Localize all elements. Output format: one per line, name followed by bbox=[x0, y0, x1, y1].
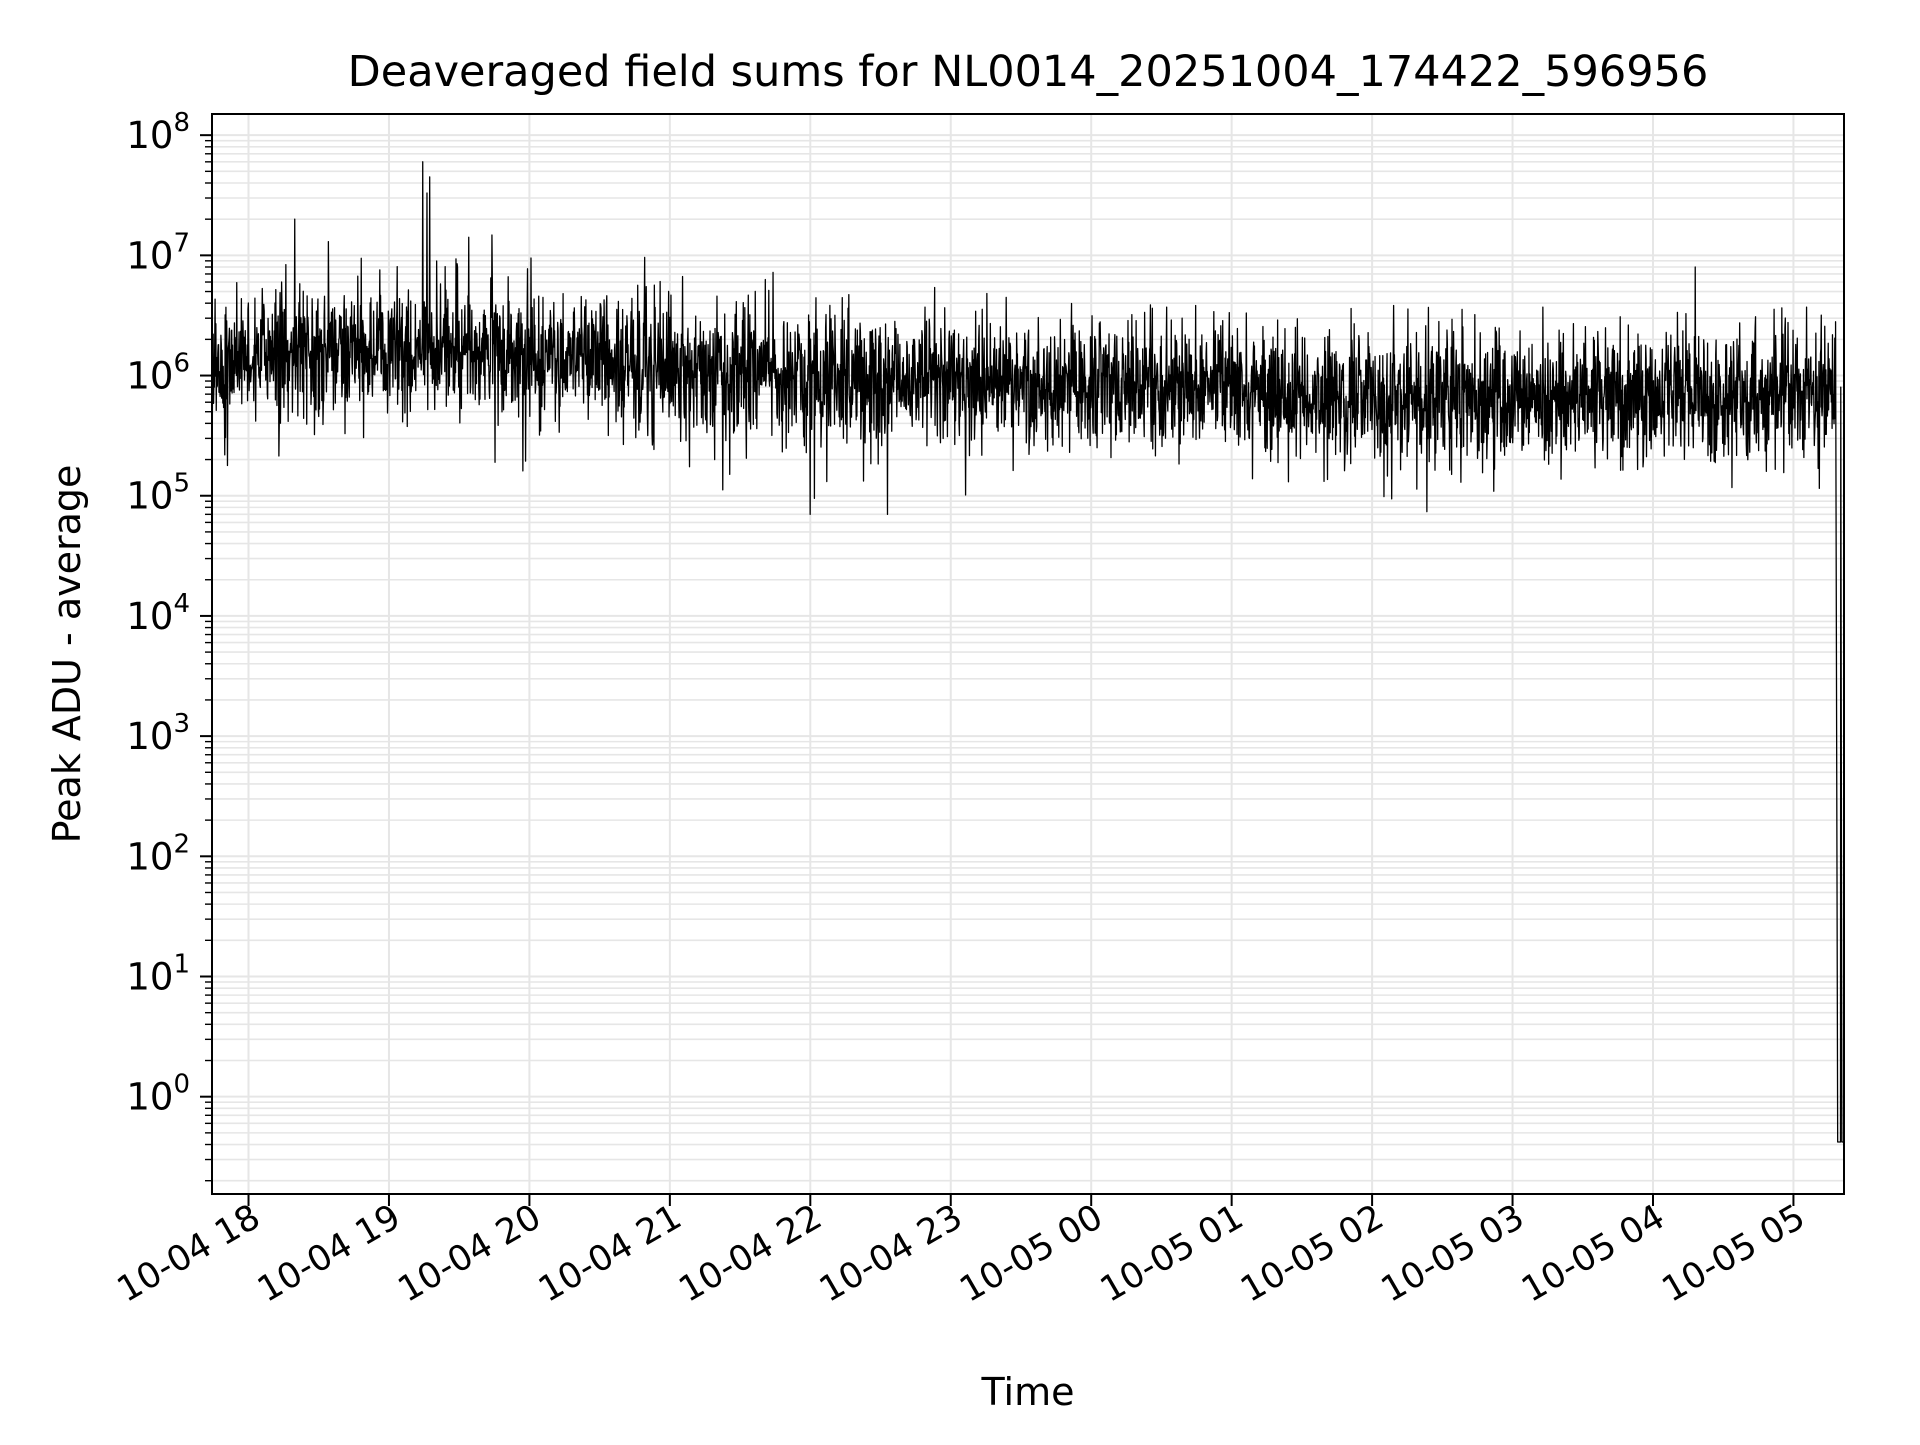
x-tick-label: 10-04 18 bbox=[111, 1197, 267, 1310]
y-tick-label-exponent: 6 bbox=[173, 349, 190, 379]
minor-gridlines bbox=[212, 139, 1844, 1182]
y-tick-label-exponent: 7 bbox=[173, 228, 190, 258]
y-tick-label-base: 10 bbox=[126, 114, 173, 157]
y-tick-label-exponent: 1 bbox=[173, 949, 190, 979]
x-tick-label: 10-05 00 bbox=[953, 1197, 1109, 1310]
x-tick-label: 10-04 23 bbox=[813, 1197, 969, 1310]
y-tick-label: 100 bbox=[126, 1070, 190, 1119]
y-tick-label-base: 10 bbox=[126, 355, 173, 398]
x-tick-label: 10-05 02 bbox=[1234, 1197, 1390, 1310]
plot-lines bbox=[211, 161, 1844, 1143]
y-tick-label-exponent: 4 bbox=[173, 589, 190, 619]
y-tick-label: 106 bbox=[126, 349, 190, 398]
y-tick-label-base: 10 bbox=[126, 715, 173, 758]
y-tick-label: 105 bbox=[126, 469, 190, 518]
y-tick-label-exponent: 5 bbox=[173, 469, 190, 499]
x-tick-label: 10-05 04 bbox=[1515, 1197, 1671, 1310]
x-tick-label: 10-04 21 bbox=[532, 1197, 688, 1310]
y-tick-label-base: 10 bbox=[126, 595, 173, 638]
plot-frame bbox=[211, 113, 1845, 1195]
x-tick-label: 10-04 20 bbox=[392, 1197, 548, 1310]
y-tick-label-base: 10 bbox=[126, 475, 173, 518]
x-tick-label: 10-04 19 bbox=[251, 1197, 407, 1310]
y-tick-label-exponent: 8 bbox=[173, 108, 190, 138]
y-tick-label: 101 bbox=[126, 949, 190, 998]
y-tick-label-exponent: 2 bbox=[173, 829, 190, 859]
x-tick-label: 10-04 22 bbox=[673, 1197, 829, 1310]
x-tick-label: 10-05 03 bbox=[1375, 1197, 1531, 1310]
y-tick-label: 102 bbox=[126, 829, 190, 878]
chart-title: Deaveraged field sums for NL0014_2025100… bbox=[348, 47, 1709, 97]
y-axis-label: Peak ADU - average bbox=[45, 465, 89, 844]
x-tick-label: 10-05 01 bbox=[1094, 1197, 1250, 1310]
y-tick-label-base: 10 bbox=[126, 234, 173, 277]
series-line-0 bbox=[211, 161, 1844, 1143]
y-tick-label-base: 10 bbox=[126, 835, 173, 878]
y-tick-label: 108 bbox=[126, 108, 190, 157]
y-tick-label: 103 bbox=[126, 709, 190, 758]
x-axis-label: Time bbox=[981, 1370, 1075, 1414]
major-gridlines bbox=[212, 114, 1844, 1194]
y-tick-label-base: 10 bbox=[126, 1076, 173, 1119]
y-tick-label: 104 bbox=[126, 589, 190, 638]
y-tick-label: 107 bbox=[126, 228, 190, 277]
y-tick-label-exponent: 3 bbox=[173, 709, 190, 739]
x-tick-label: 10-05 05 bbox=[1656, 1197, 1812, 1310]
y-tick-label-exponent: 0 bbox=[173, 1070, 190, 1100]
y-tick-label-base: 10 bbox=[126, 955, 173, 998]
